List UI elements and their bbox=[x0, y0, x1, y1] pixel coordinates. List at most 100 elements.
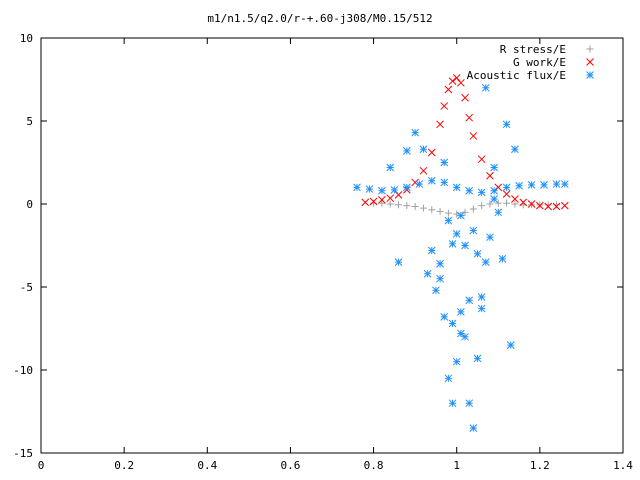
data-point bbox=[469, 132, 478, 140]
data-point bbox=[353, 183, 361, 192]
x-axis: 0 0.2 0.4 0.6 0.8 1 1.2 1.4 bbox=[38, 38, 633, 472]
y-tick-label: 0 bbox=[26, 198, 33, 211]
data-point bbox=[552, 202, 561, 211]
data-point bbox=[544, 202, 553, 211]
data-point bbox=[490, 186, 498, 195]
data-point bbox=[490, 195, 498, 203]
data-point bbox=[527, 181, 536, 189]
data-point bbox=[444, 85, 453, 94]
data-point bbox=[395, 201, 403, 209]
series-0 bbox=[370, 199, 560, 218]
legend-marker bbox=[586, 58, 594, 66]
data-point bbox=[378, 186, 386, 195]
data-point bbox=[469, 226, 478, 235]
data-point bbox=[560, 180, 569, 188]
legend-label: Acoustic flux/E bbox=[467, 69, 566, 82]
data-point bbox=[394, 191, 403, 199]
data-point bbox=[494, 208, 503, 217]
data-point bbox=[386, 194, 395, 203]
data-point bbox=[444, 216, 453, 225]
data-point bbox=[477, 293, 486, 301]
data-point bbox=[502, 183, 511, 192]
data-point bbox=[370, 199, 378, 207]
data-point bbox=[503, 199, 511, 207]
data-point bbox=[478, 202, 486, 210]
data-point bbox=[465, 399, 474, 408]
data-point bbox=[461, 332, 469, 341]
data-point bbox=[486, 233, 494, 242]
legend-marker bbox=[586, 45, 594, 53]
plot-frame bbox=[40, 37, 624, 454]
data-point bbox=[402, 147, 411, 155]
data-point bbox=[378, 199, 386, 207]
data-point bbox=[552, 180, 561, 188]
data-point bbox=[403, 202, 411, 210]
data-point bbox=[452, 73, 461, 82]
data-point bbox=[436, 274, 444, 283]
data-point bbox=[402, 183, 411, 192]
data-point bbox=[494, 199, 502, 207]
data-point bbox=[473, 354, 482, 363]
data-point bbox=[436, 259, 444, 268]
data-point bbox=[461, 93, 469, 102]
data-point bbox=[411, 128, 419, 137]
data-point bbox=[536, 201, 544, 209]
data-point bbox=[386, 200, 394, 208]
data-point bbox=[481, 258, 490, 266]
x-tick-label: 1 bbox=[453, 459, 460, 472]
data-point bbox=[477, 188, 486, 197]
x-tick-label: 0 bbox=[38, 459, 45, 472]
data-point bbox=[378, 195, 386, 204]
series-layer bbox=[353, 73, 569, 432]
data-point bbox=[502, 120, 511, 129]
data-point bbox=[465, 186, 474, 195]
data-point bbox=[390, 186, 399, 194]
data-point bbox=[457, 329, 465, 338]
data-point bbox=[394, 258, 403, 266]
data-point bbox=[415, 180, 424, 188]
x-tick-label: 0.2 bbox=[114, 459, 134, 472]
y-tick-label: 5 bbox=[26, 115, 33, 128]
data-point bbox=[536, 201, 544, 210]
data-point bbox=[427, 176, 436, 185]
legend-label: R stress/E bbox=[500, 43, 566, 56]
data-point bbox=[544, 201, 552, 209]
data-point bbox=[440, 313, 449, 321]
legend-label: G work/E bbox=[513, 56, 566, 69]
data-point bbox=[448, 399, 457, 408]
data-point bbox=[448, 77, 457, 86]
data-point bbox=[427, 148, 436, 157]
data-point bbox=[419, 204, 427, 212]
data-point bbox=[369, 197, 378, 206]
data-point bbox=[528, 201, 536, 209]
data-point bbox=[423, 269, 432, 278]
x-tick-label: 0.6 bbox=[280, 459, 300, 472]
data-point bbox=[444, 374, 453, 383]
data-point bbox=[411, 178, 419, 187]
series-2 bbox=[353, 83, 569, 432]
data-point bbox=[477, 304, 486, 313]
data-point bbox=[527, 200, 536, 208]
data-point bbox=[515, 181, 523, 190]
legend-marker bbox=[586, 71, 594, 79]
data-point bbox=[473, 249, 482, 258]
data-point bbox=[502, 190, 511, 198]
chart-title: m1/n1.5/q2.0/r-+.60-j308/M0.15/512 bbox=[207, 12, 432, 25]
data-point bbox=[457, 78, 465, 87]
data-point bbox=[440, 158, 449, 167]
data-point bbox=[494, 183, 503, 192]
data-point bbox=[540, 181, 548, 189]
data-point bbox=[465, 296, 474, 305]
data-point bbox=[452, 183, 461, 192]
data-point bbox=[457, 308, 465, 316]
data-point bbox=[436, 207, 444, 215]
data-point bbox=[511, 145, 519, 154]
data-point bbox=[469, 424, 478, 432]
x-tick-label: 0.4 bbox=[197, 459, 217, 472]
y-tick-label: 10 bbox=[20, 32, 33, 45]
x-tick-label: 1.4 bbox=[613, 459, 633, 472]
y-tick-label: -10 bbox=[13, 364, 33, 377]
data-point bbox=[511, 195, 519, 203]
data-point bbox=[511, 200, 519, 208]
